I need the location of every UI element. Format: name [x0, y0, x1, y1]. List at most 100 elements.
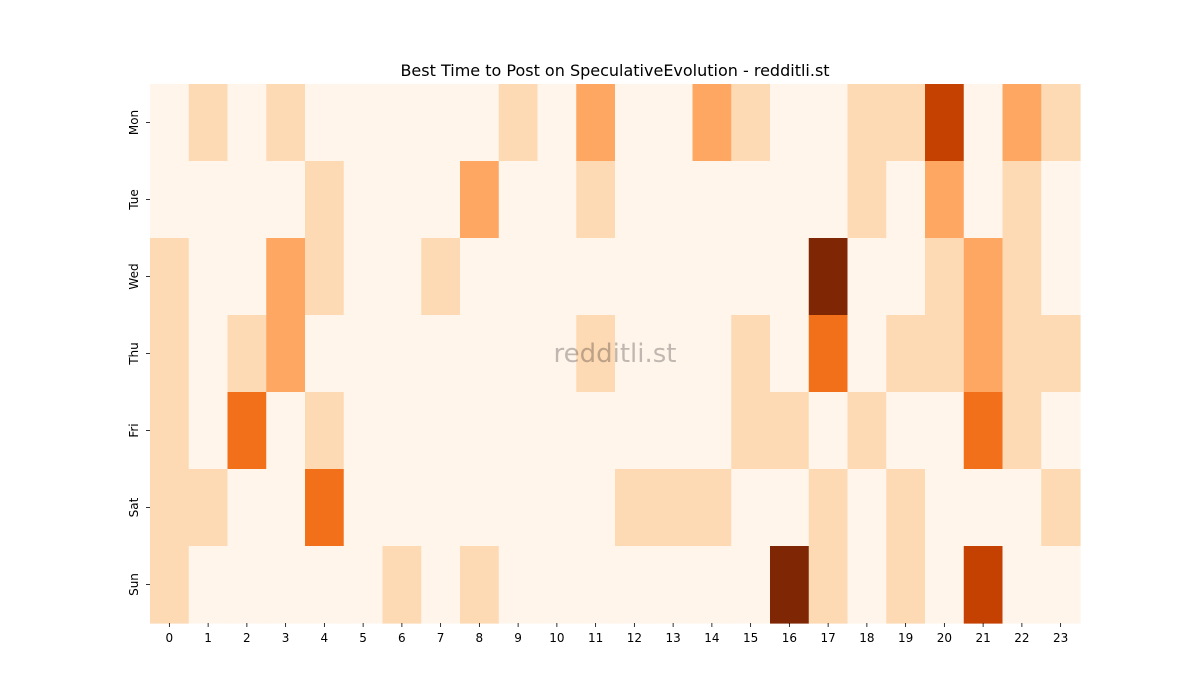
y-axis: Mon Tue Wed Thu Fri Sat Sun [127, 110, 150, 596]
heatmap-cell-sat-2 [227, 469, 267, 547]
heatmap-cell-wed-13 [653, 238, 694, 316]
heatmap-cell-tue-21 [963, 161, 1004, 239]
heatmap-cells [150, 84, 1081, 624]
heatmap-cell-fri-1 [188, 392, 229, 470]
x-tick-label: 2 [243, 631, 251, 645]
heatmap-cell-tue-17 [808, 161, 849, 239]
heatmap-cell-sun-6 [382, 546, 422, 624]
heatmap-cell-sat-18 [847, 469, 887, 547]
heatmap-cell-thu-12 [615, 315, 655, 393]
heatmap-cell-tue-1 [188, 161, 229, 239]
heatmap-cell-sun-13 [653, 546, 694, 624]
heatmap-cell-thu-19 [886, 315, 926, 393]
heatmap-cell-thu-16 [770, 315, 810, 393]
heatmap-cell-wed-11 [576, 238, 616, 316]
heatmap-cell-wed-14 [692, 238, 732, 316]
heatmap-cell-thu-0 [150, 315, 190, 393]
y-tick-label-mon: Mon [127, 110, 141, 135]
heatmap-cell-thu-1 [188, 315, 229, 393]
x-tick-label: 21 [975, 631, 990, 645]
heatmap-cell-mon-4 [305, 84, 345, 162]
heatmap-cell-sat-6 [382, 469, 422, 547]
heatmap-cell-wed-16 [770, 238, 810, 316]
heatmap-cell-thu-8 [460, 315, 500, 393]
y-tick-label-tue: Tue [127, 189, 141, 211]
heatmap-cell-sun-4 [305, 546, 345, 624]
heatmap-cell-sun-9 [498, 546, 539, 624]
heatmap-cell-mon-16 [770, 84, 810, 162]
x-tick-label: 14 [704, 631, 719, 645]
heatmap-cell-fri-2 [227, 392, 267, 470]
y-tick-label-sat: Sat [127, 497, 141, 517]
heatmap-cell-sun-11 [576, 546, 616, 624]
x-tick-label: 7 [437, 631, 445, 645]
heatmap-cell-thu-17 [808, 315, 849, 393]
watermark-text: redditli.st [554, 339, 677, 369]
heatmap-cell-fri-3 [266, 392, 306, 470]
heatmap-cell-sat-11 [576, 469, 616, 547]
heatmap-cell-mon-2 [227, 84, 267, 162]
heatmap-cell-tue-13 [653, 161, 694, 239]
heatmap-cell-tue-10 [537, 161, 577, 239]
x-tick-label: 1 [204, 631, 212, 645]
heatmap-cell-sun-20 [925, 546, 965, 624]
y-tick-label-thu: Thu [127, 342, 141, 366]
heatmap-cell-mon-5 [343, 84, 384, 162]
heatmap-cell-sat-7 [421, 469, 461, 547]
heatmap-cell-tue-2 [227, 161, 267, 239]
heatmap-cell-tue-18 [847, 161, 887, 239]
heatmap-cell-fri-18 [847, 392, 887, 470]
heatmap-cell-tue-23 [1041, 161, 1081, 239]
x-tick-label: 22 [1014, 631, 1029, 645]
heatmap-cell-sat-21 [963, 469, 1004, 547]
heatmap-cell-thu-15 [731, 315, 771, 393]
x-tick-label: 6 [398, 631, 406, 645]
heatmap-cell-wed-5 [343, 238, 384, 316]
x-tick-label: 18 [859, 631, 874, 645]
heatmap-cell-fri-22 [1002, 392, 1042, 470]
heatmap-cell-wed-6 [382, 238, 422, 316]
heatmap-cell-sat-10 [537, 469, 577, 547]
heatmap-cell-mon-14 [692, 84, 732, 162]
heatmap-cell-fri-8 [460, 392, 500, 470]
heatmap-cell-thu-11 [576, 315, 616, 393]
heatmap-cell-thu-6 [382, 315, 422, 393]
heatmap-cell-fri-6 [382, 392, 422, 470]
x-tick-label: 12 [627, 631, 642, 645]
heatmap-cell-wed-21 [963, 238, 1004, 316]
heatmap-cell-tue-8 [460, 161, 500, 239]
heatmap-cell-tue-15 [731, 161, 771, 239]
x-tick-label: 13 [665, 631, 680, 645]
heatmap-cell-sat-1 [188, 469, 229, 547]
heatmap-cell-sun-0 [150, 546, 190, 624]
heatmap-cell-mon-22 [1002, 84, 1042, 162]
heatmap-cell-tue-7 [421, 161, 461, 239]
x-tick-label: 19 [898, 631, 913, 645]
heatmap-cell-mon-21 [963, 84, 1004, 162]
heatmap-cell-sun-18 [847, 546, 887, 624]
heatmap-cell-tue-20 [925, 161, 965, 239]
heatmap-cell-sun-1 [188, 546, 229, 624]
heatmap-cell-sat-14 [692, 469, 732, 547]
heatmap-cell-sat-4 [305, 469, 345, 547]
heatmap-cell-sun-5 [343, 546, 384, 624]
heatmap-cell-mon-6 [382, 84, 422, 162]
x-tick-label: 15 [743, 631, 758, 645]
heatmap-cell-mon-17 [808, 84, 849, 162]
heatmap-cell-tue-12 [615, 161, 655, 239]
x-tick-label: 10 [549, 631, 564, 645]
heatmap-cell-mon-12 [615, 84, 655, 162]
heatmap-cell-wed-19 [886, 238, 926, 316]
heatmap-cell-fri-17 [808, 392, 849, 470]
heatmap-cell-wed-0 [150, 238, 190, 316]
heatmap-cell-fri-10 [537, 392, 577, 470]
heatmap-cell-tue-4 [305, 161, 345, 239]
heatmap-cell-wed-12 [615, 238, 655, 316]
heatmap-cell-sun-19 [886, 546, 926, 624]
heatmap-cell-sat-3 [266, 469, 306, 547]
heatmap-cell-fri-20 [925, 392, 965, 470]
heatmap-cell-sun-8 [460, 546, 500, 624]
heatmap-cell-fri-11 [576, 392, 616, 470]
heatmap-cell-fri-5 [343, 392, 384, 470]
heatmap-cell-fri-9 [498, 392, 539, 470]
